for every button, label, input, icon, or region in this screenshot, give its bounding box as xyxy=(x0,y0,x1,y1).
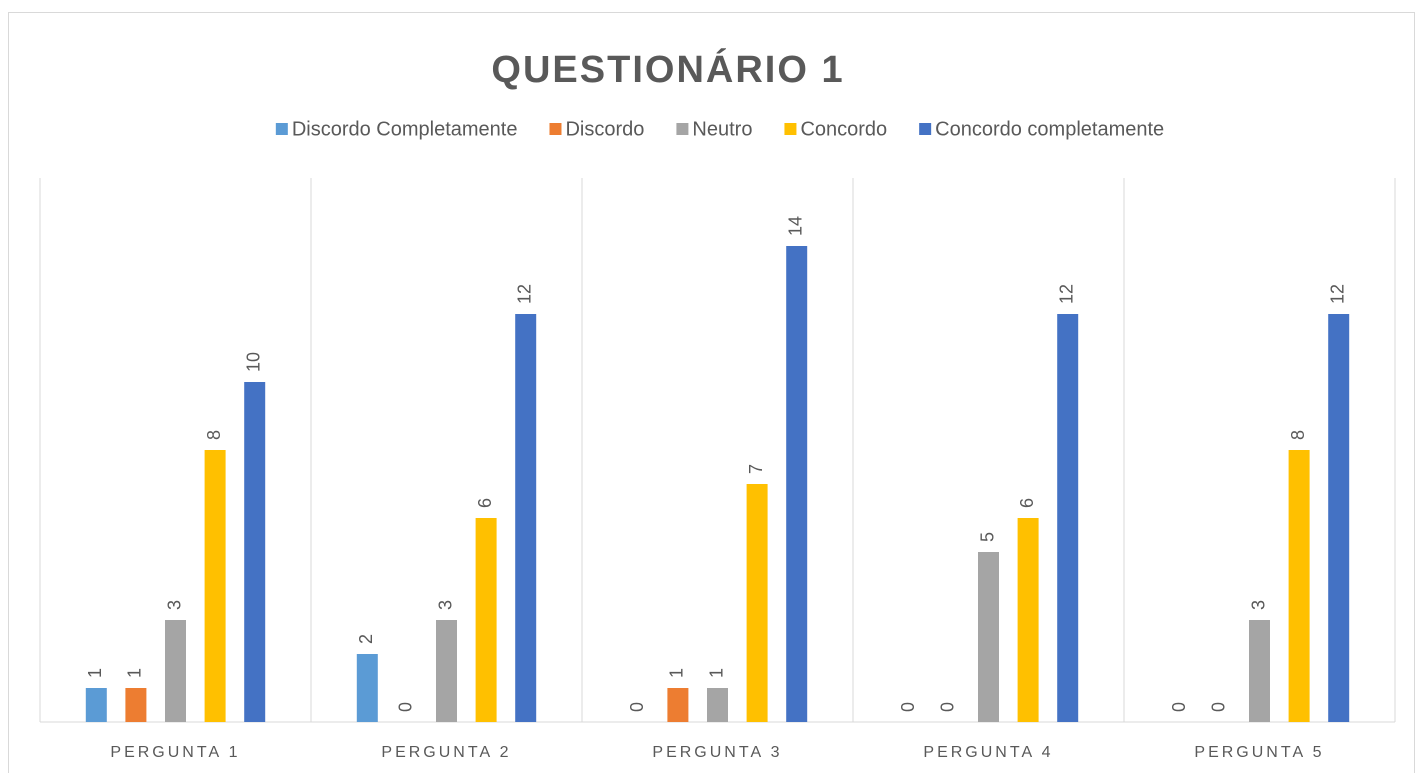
data-label: 10 xyxy=(243,352,263,372)
bar xyxy=(165,620,186,722)
data-label: 0 xyxy=(898,702,918,712)
data-label: 5 xyxy=(977,532,997,542)
legend-swatch xyxy=(919,123,932,135)
legend-label: Discordo xyxy=(565,118,644,140)
data-label: 0 xyxy=(938,702,958,712)
data-label: 0 xyxy=(1209,702,1229,712)
data-label: 1 xyxy=(85,668,105,678)
data-label: 8 xyxy=(204,430,224,440)
bar xyxy=(978,552,999,722)
bar xyxy=(85,688,107,722)
bar xyxy=(515,314,537,722)
bar xyxy=(356,654,378,722)
data-label: 0 xyxy=(627,702,647,712)
data-label: 7 xyxy=(746,464,766,474)
bar xyxy=(436,620,457,722)
data-label: 12 xyxy=(1056,284,1076,304)
legend-swatch xyxy=(784,123,797,135)
legend-label: Discordo Completamente xyxy=(292,118,518,140)
chart-title: QUESTIONÁRIO 1 xyxy=(491,47,844,91)
data-label: 1 xyxy=(125,668,145,678)
bar xyxy=(1328,314,1350,722)
bar xyxy=(786,246,808,722)
bar xyxy=(1017,518,1039,722)
data-label: 1 xyxy=(706,668,726,678)
x-tick-label: PERGUNTA 3 xyxy=(652,744,782,761)
data-label: 3 xyxy=(164,600,184,610)
data-label: 3 xyxy=(435,600,455,610)
data-label: 8 xyxy=(1288,430,1308,440)
chart-border xyxy=(8,12,1415,773)
data-label: 3 xyxy=(1248,600,1268,610)
legend-swatch xyxy=(275,123,288,135)
bar xyxy=(667,688,689,722)
legend-label: Concordo xyxy=(800,118,887,140)
bar xyxy=(1057,314,1079,722)
data-label: 14 xyxy=(785,216,805,236)
data-label: 2 xyxy=(356,634,376,644)
data-label: 12 xyxy=(1327,284,1347,304)
bar xyxy=(125,688,147,722)
bar xyxy=(1249,620,1270,722)
data-label: 12 xyxy=(514,284,534,304)
data-label: 1 xyxy=(667,668,687,678)
legend-swatch xyxy=(676,123,689,135)
legend-swatch xyxy=(549,123,562,135)
bar xyxy=(475,518,497,722)
bar xyxy=(746,484,768,722)
data-label: 0 xyxy=(1169,702,1189,712)
bar xyxy=(244,382,266,722)
x-tick-label: PERGUNTA 5 xyxy=(1194,744,1324,761)
x-tick-label: PERGUNTA 1 xyxy=(110,744,240,761)
data-label: 6 xyxy=(475,498,495,508)
bar xyxy=(707,688,728,722)
legend-label: Concordo completamente xyxy=(935,118,1164,140)
bar xyxy=(204,450,226,722)
data-label: 0 xyxy=(396,702,416,712)
bar xyxy=(1288,450,1310,722)
legend-label: Neutro xyxy=(692,118,752,140)
x-tick-label: PERGUNTA 2 xyxy=(381,744,511,761)
data-label: 6 xyxy=(1017,498,1037,508)
x-tick-label: PERGUNTA 4 xyxy=(923,744,1053,761)
